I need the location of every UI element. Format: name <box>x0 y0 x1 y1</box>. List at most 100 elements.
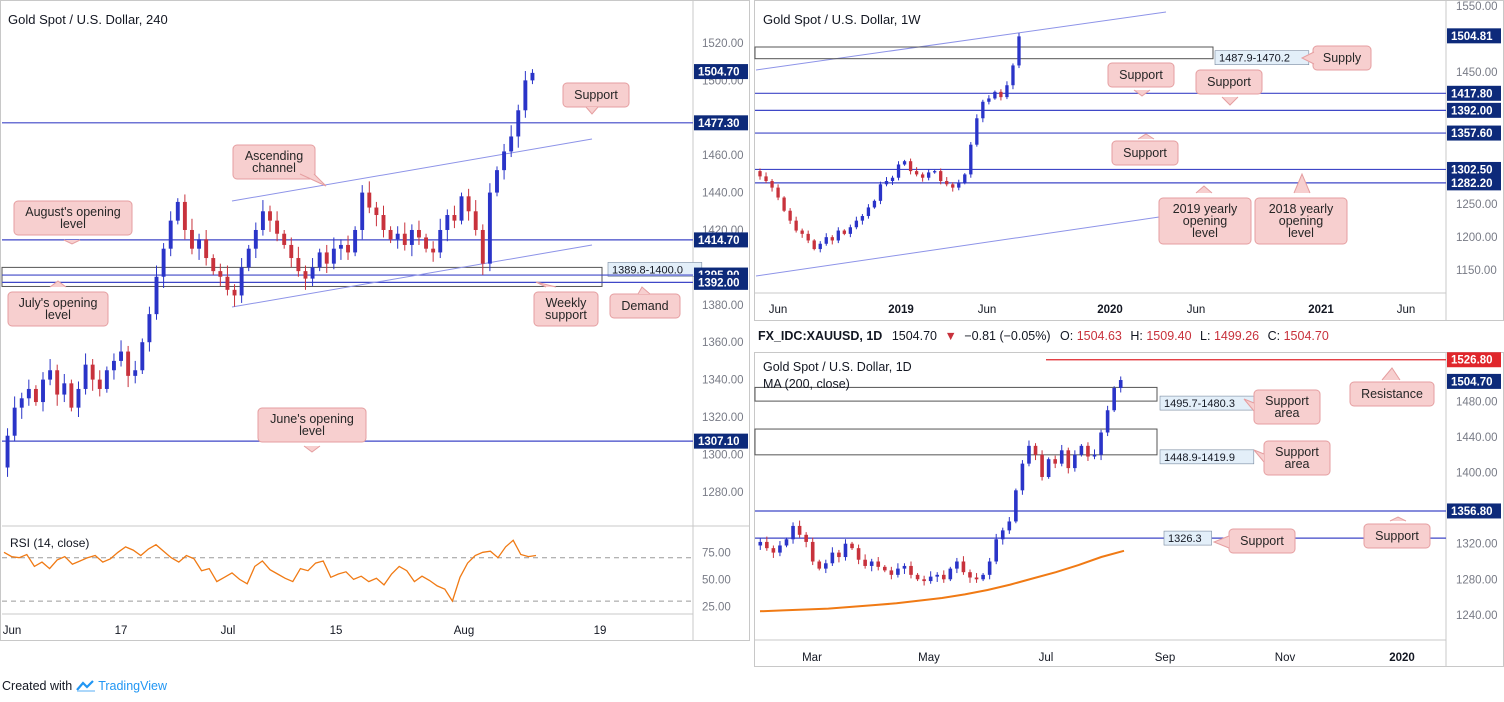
daily-price-tag: 1356.80 <box>1451 506 1493 518</box>
weekly-channel-upper <box>755 11 1167 71</box>
h4-candle <box>104 370 109 389</box>
h4-price-tag-bg <box>694 232 748 248</box>
h4-candle <box>232 289 237 296</box>
h4-candle <box>33 388 38 403</box>
h4-panel <box>0 0 750 641</box>
h4-callout-weekly-support-box <box>533 291 599 327</box>
h4-candle <box>119 351 123 361</box>
h4-callout-weekly-support: support <box>545 308 587 322</box>
h4-y-tick: 1300.00 <box>702 449 744 461</box>
h4-candle <box>55 370 60 395</box>
h4-candle <box>516 110 521 137</box>
weekly-callout-2018-opening: opening <box>1279 214 1324 228</box>
weekly-callout-2019-opening-pointer <box>1195 185 1213 194</box>
h4-candle <box>69 383 74 408</box>
h4-candle <box>424 237 429 249</box>
daily-candle <box>994 539 999 562</box>
daily-callout-support-area-2: area <box>1284 457 1309 471</box>
weekly-candle <box>1017 36 1021 66</box>
h4-candle <box>133 370 138 376</box>
h4-candle <box>346 244 350 253</box>
footer-brand-link[interactable]: TradingView <box>98 679 167 693</box>
weekly-callout-support-1-box <box>1107 62 1175 88</box>
h4-candle <box>438 229 443 253</box>
h4-y-tick: 1440.00 <box>702 188 744 200</box>
h4-y-tick: 1280.00 <box>702 487 744 499</box>
weekly-price-tag: 1392.00 <box>1451 105 1493 117</box>
h4-candle <box>48 370 53 380</box>
daily-candle <box>1007 521 1012 531</box>
weekly-candle <box>836 230 840 241</box>
daily-candle <box>1079 445 1084 455</box>
weekly-candle <box>908 161 913 172</box>
daily-candle <box>1040 454 1044 477</box>
symbol-name: FX_IDC:XAUUSD, 1D <box>758 329 882 343</box>
h4-candle <box>374 207 379 216</box>
weekly-callout-support-1-pointer <box>1133 89 1151 97</box>
weekly-callout-2019-opening: level <box>1192 226 1218 240</box>
daily-chart: 1480.00 1440.00 1400.00 1320.00 1280.00 1240.… <box>754 352 1501 664</box>
weekly-callout-2019-opening: opening <box>1183 214 1228 228</box>
h4-callout-support-pointer <box>585 106 599 115</box>
weekly-candle <box>920 174 925 178</box>
weekly-callout-support-3-box <box>1111 140 1179 166</box>
close-value: 1504.70 <box>1284 329 1329 343</box>
daily-callout-support-right-box <box>1363 523 1431 549</box>
h4-candle <box>154 276 159 315</box>
daily-candle <box>758 541 763 546</box>
h4-candle <box>62 383 67 395</box>
daily-candle <box>968 572 972 578</box>
daily-candle <box>1118 380 1123 389</box>
daily-candle <box>869 561 874 566</box>
h4-y-tick: 1340.00 <box>702 375 744 387</box>
daily-candle <box>771 548 776 553</box>
weekly-y-tick: 1200.00 <box>1456 232 1498 244</box>
daily-candle <box>817 561 822 569</box>
daily-ma-label: MA (200, close) <box>763 377 850 391</box>
weekly-candle <box>758 171 762 177</box>
weekly-callout-2018-opening-pointer <box>1293 172 1311 194</box>
h4-price-tag: 1477.30 <box>698 118 740 130</box>
weekly-candle <box>1005 85 1009 98</box>
h4-candle <box>473 211 478 230</box>
daily-price-tag-bg <box>1447 503 1501 519</box>
daily-candle <box>837 552 841 558</box>
h4-candle <box>97 379 102 389</box>
weekly-candle <box>824 237 828 244</box>
daily-price-tag-bg <box>1447 373 1501 389</box>
daily-price-tag: 1526.80 <box>1451 355 1493 367</box>
h4-candle <box>452 215 457 221</box>
weekly-zone-label: 1487.9-1470.2 <box>1219 53 1290 65</box>
weekly-candle <box>945 181 949 185</box>
weekly-y-tick: 1150.00 <box>1456 265 1497 277</box>
daily-candle <box>915 574 920 580</box>
daily-callout-support-right: Support <box>1375 529 1419 543</box>
weekly-candle <box>914 171 919 175</box>
h4-callout-ascending-channel: Ascending <box>245 149 303 163</box>
weekly-callout-support-1: Support <box>1119 68 1163 82</box>
daily-candle <box>765 541 769 549</box>
h4-candle <box>381 215 386 230</box>
daily-candle <box>1020 463 1025 491</box>
weekly-candle <box>764 176 768 182</box>
h4-candle <box>197 239 202 249</box>
daily-candle <box>882 566 887 571</box>
weekly-candle <box>993 91 997 99</box>
daily-zone-label: 1495.7-1480.3 <box>1164 398 1235 410</box>
weekly-chart: 1550.00 1450.00 1250.00 1200.00 1150.00 1487.… <box>754 1 1501 316</box>
h4-x-tick: 19 <box>594 625 607 637</box>
daily-candle <box>1033 445 1038 455</box>
down-triangle-icon: ▼ <box>944 329 956 343</box>
daily-candle <box>1086 445 1090 457</box>
daily-candle <box>922 579 926 582</box>
h4-callout-august-opening: August's opening <box>25 205 121 219</box>
h4-chart: 1520.001500.001460.001440.001420.001380.… <box>1 38 748 637</box>
weekly-callout-2018-opening-box <box>1254 197 1348 245</box>
h4-candle <box>246 248 251 268</box>
daily-ma-line <box>759 549 1125 613</box>
daily-x-tick: 2020 <box>1389 652 1415 664</box>
rsi-y-tick: 25.00 <box>702 602 731 614</box>
h4-candle <box>289 244 294 259</box>
daily-zone-label-bg <box>1159 449 1255 465</box>
low-value: 1499.26 <box>1214 329 1259 343</box>
